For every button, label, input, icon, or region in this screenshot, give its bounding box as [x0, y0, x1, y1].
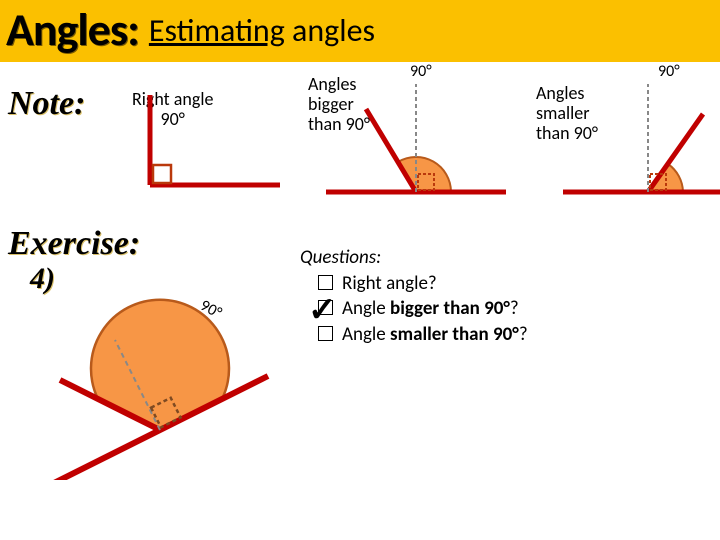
- title-banner: Angles: Estimating angles: [0, 0, 720, 62]
- bigger-svg: [306, 74, 516, 209]
- question-row-1: Right angle?: [318, 271, 528, 297]
- question-text-2: Angle bigger than 90°?: [342, 296, 519, 322]
- smaller-svg: [548, 74, 720, 209]
- title-rest: Estimating angles: [149, 11, 375, 50]
- diagram-smaller: 90° Angles smaller than 90°: [530, 62, 720, 207]
- questions-block: Questions: Right angle? ✓ Angle bigger t…: [300, 245, 528, 348]
- question-row-3: Angle smaller than 90°?: [318, 322, 528, 348]
- title-tail: angles: [285, 11, 375, 50]
- checkbox-icon: [318, 326, 333, 341]
- question-text-1: Right angle?: [342, 271, 437, 297]
- title-strong: Angles:: [6, 2, 139, 58]
- diagram-right-angle: Right angle 90°: [110, 75, 290, 205]
- right-angle-svg: [110, 75, 290, 205]
- diagram-bigger: 90° Angles bigger than 90°: [300, 62, 510, 207]
- question-text-3: Angle smaller than 90°?: [342, 322, 528, 348]
- exercise-svg: [20, 280, 280, 480]
- questions-header: Questions:: [300, 245, 528, 271]
- checkbox-icon: [318, 275, 333, 290]
- note-label: Note:: [8, 85, 85, 123]
- checkbox-icon: [318, 300, 333, 315]
- question-row-2: ✓ Angle bigger than 90°?: [318, 296, 528, 322]
- exercise-label: Exercise:: [8, 225, 140, 263]
- title-underlined: Estimating: [149, 11, 285, 50]
- diagram-exercise: 90°: [20, 280, 280, 480]
